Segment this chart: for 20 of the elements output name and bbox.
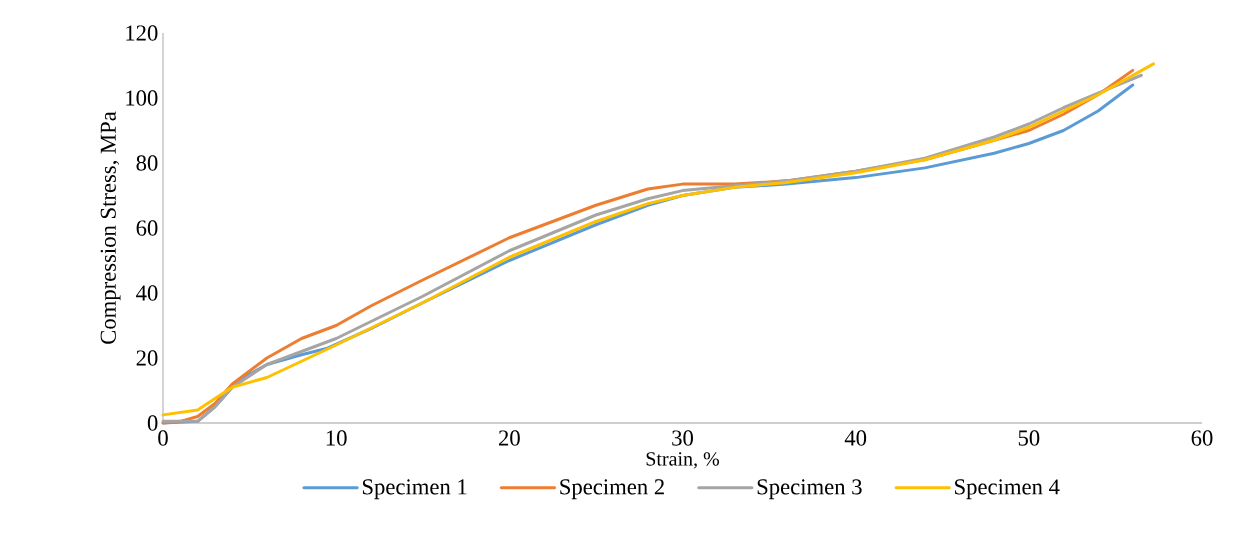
x-tick-label: 10	[326, 430, 347, 446]
x-tick-label: 20	[499, 430, 520, 446]
y-tick-label: 60	[136, 220, 158, 236]
y-tick-label: 20	[136, 350, 158, 366]
legend-label: Specimen 4	[955, 479, 1060, 500]
y-tick-label: 80	[136, 155, 158, 171]
legend-label: Specimen 3	[757, 479, 862, 500]
y-tick-label: 40	[136, 285, 158, 301]
x-tick-label: 60	[1191, 430, 1213, 446]
y-axis-title: Compression Stress, MPa	[100, 111, 121, 344]
x-tick-label: 40	[844, 430, 867, 446]
y-tick-label: 120	[126, 25, 158, 41]
y-tick-label: 0	[147, 415, 158, 431]
x-axis-title: Strain, %	[646, 452, 720, 469]
y-tick-label: 100	[126, 90, 158, 106]
x-tick-label: 30	[672, 430, 693, 446]
legend-label: Specimen 2	[560, 479, 664, 500]
x-tick-label: 0	[158, 430, 168, 446]
x-tick-label: 50	[1018, 430, 1040, 446]
legend-label: Specimen 1	[362, 479, 467, 500]
